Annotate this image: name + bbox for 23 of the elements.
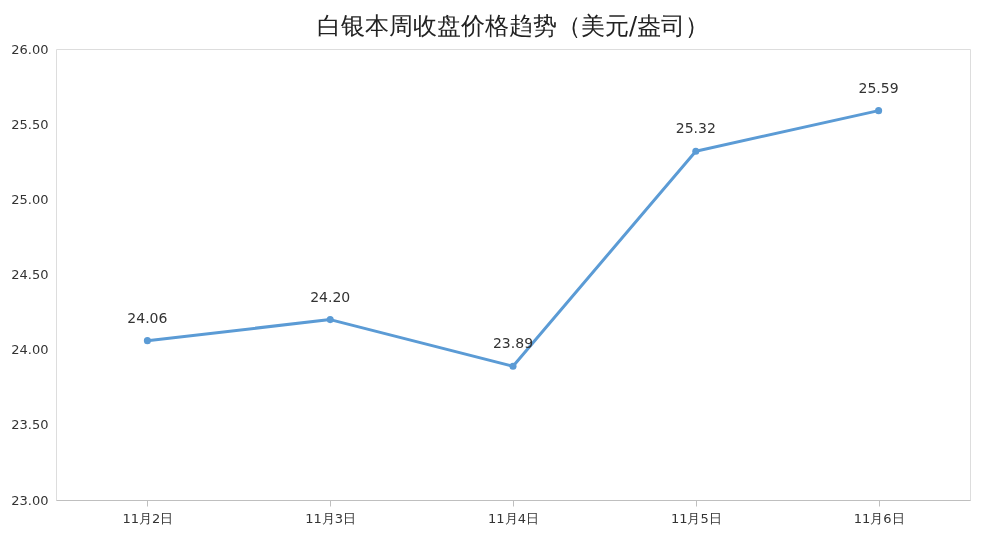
x-tick-label: 11月5日	[670, 510, 722, 526]
data-label: 24.20	[310, 288, 351, 305]
data-label: 23.89	[492, 335, 534, 352]
point	[875, 107, 883, 115]
point	[326, 316, 334, 324]
x-tick-label: 11月6日	[853, 510, 905, 526]
y-tick-label: 24.50	[11, 267, 49, 282]
x-tick-label: 11月2日	[122, 510, 174, 526]
point	[143, 337, 151, 345]
point	[509, 362, 517, 370]
y-tick-label: 24.00	[11, 342, 49, 358]
y-tick-label: 25.50	[11, 116, 49, 132]
x-tick-label: 11月4日	[488, 510, 539, 526]
y-tick-label: 25.00	[11, 191, 49, 207]
y-tick-label: 23.00	[11, 492, 49, 508]
data-label: 25.59	[858, 79, 899, 96]
x-tick-label: 11月3日	[305, 510, 357, 526]
y-tick-label: 23.50	[11, 417, 49, 433]
data-label: 24.06	[127, 309, 168, 326]
data-label: 25.32	[675, 120, 716, 137]
chart-title: 白银本周收盘价格趋势（美元/盎司）	[316, 12, 710, 40]
point	[692, 147, 700, 155]
y-tick-label: 26.00	[11, 41, 49, 57]
